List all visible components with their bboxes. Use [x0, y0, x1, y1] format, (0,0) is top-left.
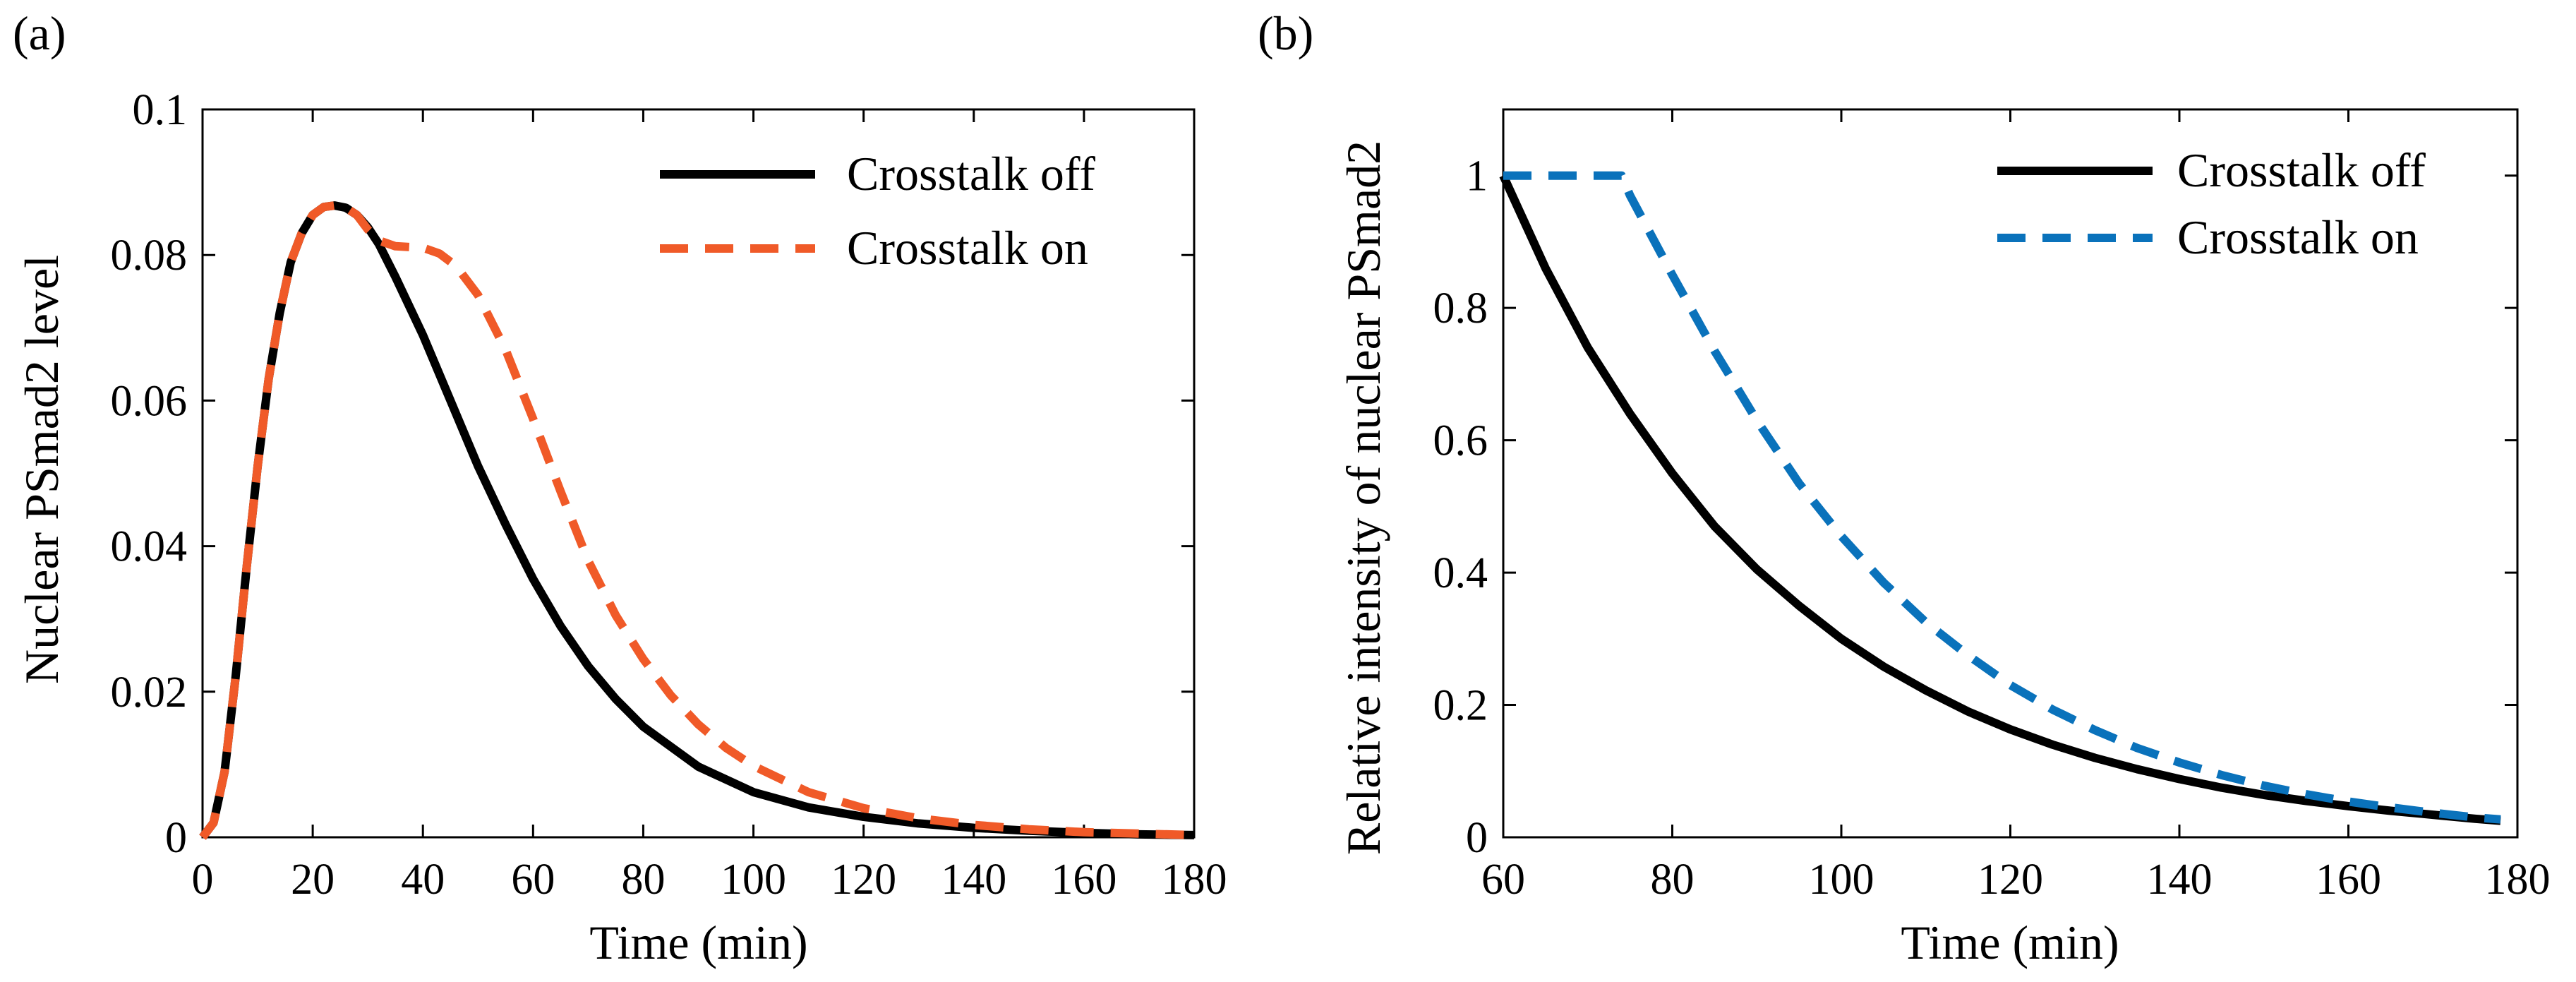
panel-b-ytick-label: 0.2: [1433, 682, 1488, 730]
panel-b-ytick-label: 1: [1466, 152, 1488, 200]
panel-a-ytick-label: 0.02: [111, 669, 188, 717]
panel-a-xtick-label: 40: [401, 856, 445, 904]
panel-a-ylabel: Nuclear PSmad2 level: [15, 255, 68, 684]
panel-a-xtick-label: 0: [192, 856, 214, 904]
panel-b-plot-area: 60 80 100 120 140 160 180 0 0.2 0.4 0.6 0.8 1 Crossta…: [1433, 108, 2551, 904]
panel-b-ytick-label: 0: [1466, 814, 1488, 862]
panel-b-series-crosstalk-off: [1499, 174, 2501, 825]
panel-a-ytick-label: 0.1: [133, 86, 188, 134]
panel-b-ytick-label: 0.4: [1433, 549, 1488, 597]
panel-b-ylabel: Relative intensity of nuclear PSmad2: [1337, 140, 1390, 855]
panel-a-xtick-label: 20: [291, 856, 335, 904]
panel-b-xtick-label: 100: [1809, 856, 1874, 904]
panel-a-ytick-label: 0: [165, 814, 187, 862]
panel-b-xtick-label: 180: [2485, 856, 2551, 904]
panel-a: (a) 0 20 40 60 80 100 120 140 160 180 0 0.02 0.04 0.0…: [13, 6, 1227, 969]
panel-a-legend: Crosstalk off Crosstalk on: [660, 147, 1095, 275]
panel-a-plot-area: 0 20 40 60 80 100 120 140 160 180 0 0.02 0.04 0.06 0.0…: [111, 86, 1227, 904]
panel-a-xtick-label: 60: [511, 856, 555, 904]
panel-a-xtick-label: 180: [1162, 856, 1227, 904]
panel-b-legend-label: Crosstalk off: [2177, 143, 2426, 197]
panel-b-legend: Crosstalk off Crosstalk on: [1997, 143, 2426, 264]
panel-b-xtick-label: 120: [1978, 856, 2043, 904]
panel-a-ytick-label: 0.04: [111, 523, 188, 571]
panel-a-legend-label: Crosstalk on: [847, 221, 1088, 275]
panel-a-xtick-label: 120: [831, 856, 896, 904]
panel-a-legend-label: Crosstalk off: [847, 147, 1095, 200]
panel-b-xtick-label: 80: [1651, 856, 1695, 904]
panel-a-xtick-label: 80: [621, 856, 665, 904]
panel-a-label: (a): [13, 6, 66, 60]
panel-a-series-crosstalk-off: [199, 201, 1195, 840]
panel-b-xtick-label: 160: [2316, 856, 2381, 904]
panel-a-xtick-label: 100: [721, 856, 786, 904]
panel-a-ytick-label: 0.08: [111, 232, 188, 280]
panel-b-series-crosstalk-on: [1503, 171, 2501, 824]
panel-a-xtick-label: 160: [1051, 856, 1117, 904]
panel-b-label: (b): [1258, 6, 1313, 60]
panel-a-xtick-label: 140: [941, 856, 1006, 904]
panel-b-xtick-label: 60: [1481, 856, 1525, 904]
panel-b: (b) 60 80 100 120 140 160 180 0 0.2 0.4 0.6 0.8 1 Cro…: [1258, 6, 2551, 969]
panel-a-series-crosstalk-on: [199, 201, 1195, 840]
panel-a-axes-box: [201, 108, 1196, 839]
panel-b-ytick-label: 0.8: [1433, 285, 1488, 333]
panel-b-xtick-label: 140: [2147, 856, 2213, 904]
panel-b-legend-label: Crosstalk on: [2177, 210, 2419, 264]
panel-b-xlabel: Time (min): [1901, 916, 2119, 969]
panel-b-ytick-label: 0.6: [1433, 417, 1488, 465]
panel-a-xlabel: Time (min): [589, 916, 807, 969]
panel-a-ytick-label: 0.06: [111, 377, 188, 425]
